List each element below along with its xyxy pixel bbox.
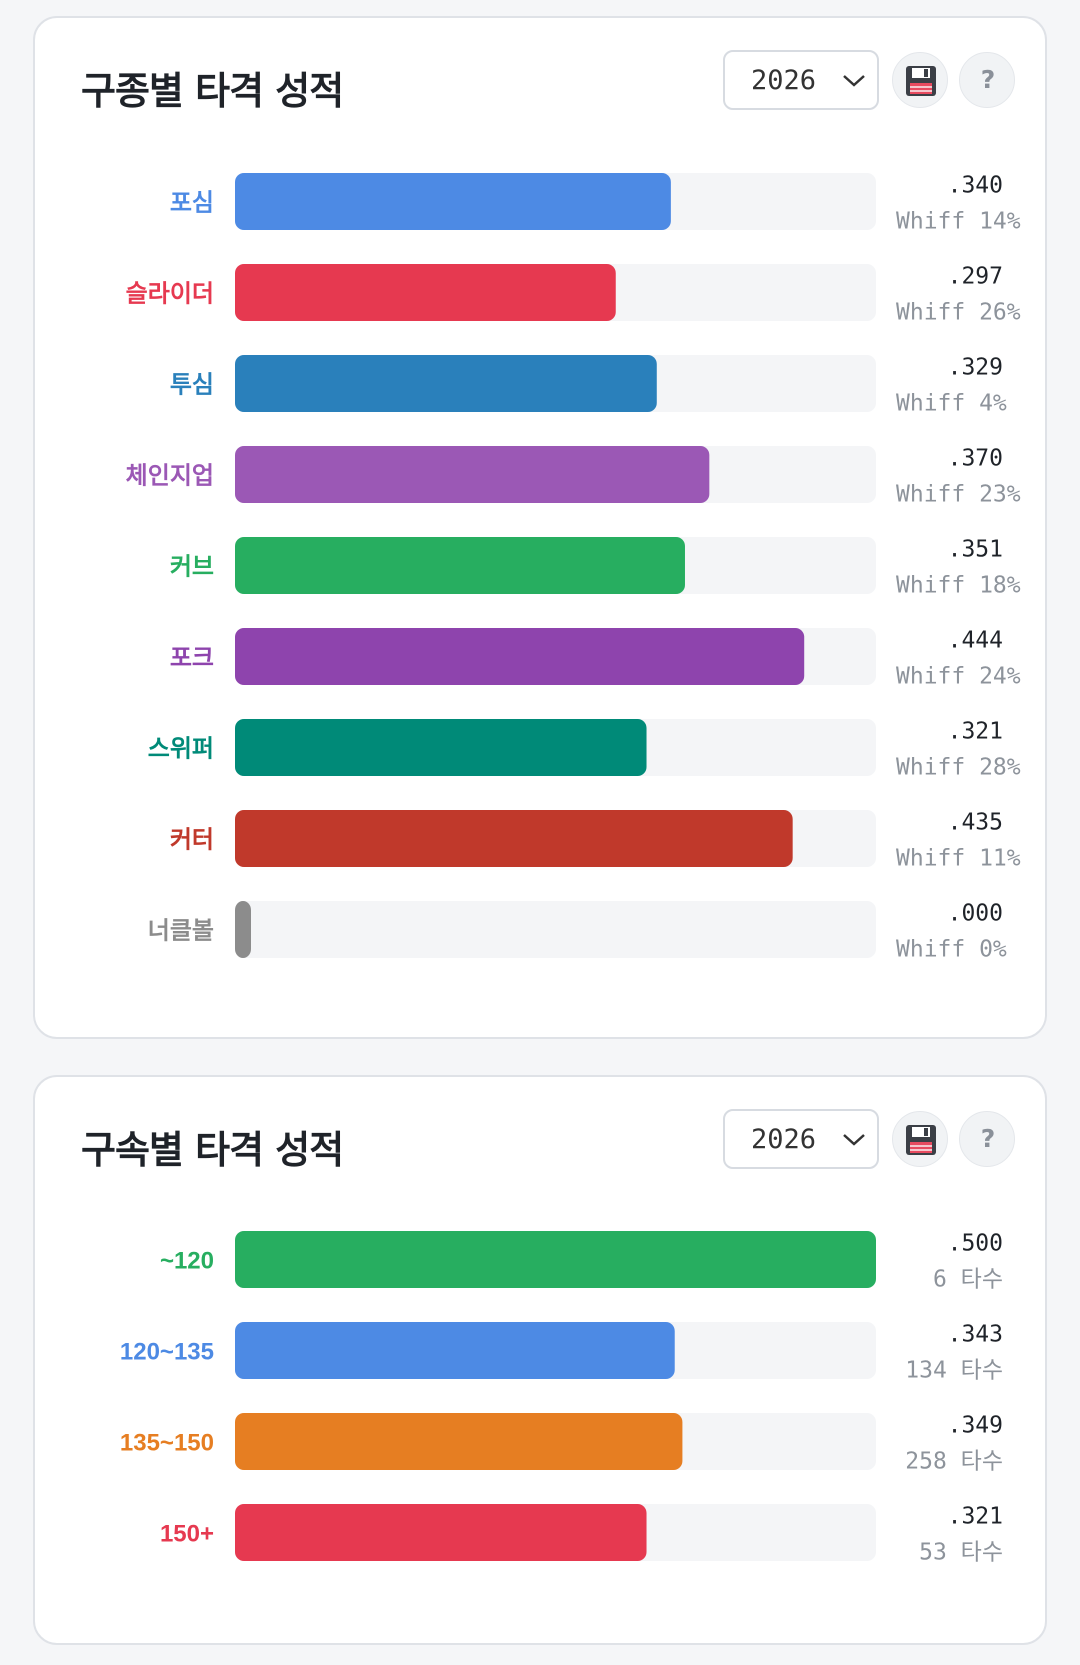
year-select-value: 2026 xyxy=(751,65,817,96)
sub-label: Whiff 0% xyxy=(896,937,1007,963)
pitch-type-bar-chart: 포심 .340 Whiff 14% 슬라이더 .297 Whiff 26% 투심 .329 Wh… xyxy=(126,173,1021,963)
category-label: 커브 xyxy=(170,554,214,581)
sub-label: 258 타수 xyxy=(905,1449,1003,1475)
category-label: 포심 xyxy=(170,190,214,217)
floppy-disk-icon xyxy=(906,66,936,96)
bar-track xyxy=(235,901,876,958)
card-title: 구종별 타격 성적 xyxy=(81,69,344,113)
year-select[interactable]: 2026 xyxy=(723,50,879,110)
bar xyxy=(235,173,671,230)
bar-row: 포심 .340 Whiff 14% xyxy=(170,173,1021,235)
bar-row: 135~150 .349 258 타수 xyxy=(120,1413,1003,1475)
bar xyxy=(235,355,657,412)
chevron-down-icon xyxy=(843,75,865,87)
bar xyxy=(235,901,251,958)
value-label: .297 xyxy=(948,264,1003,290)
sub-label: Whiff 23% xyxy=(896,482,1021,508)
bar-row: 120~135 .343 134 타수 xyxy=(120,1322,1003,1384)
bar-row: ~120 .500 6 타수 xyxy=(160,1231,1003,1293)
bar xyxy=(235,446,710,503)
help-icon: ? xyxy=(980,65,996,94)
sub-label: 6 타수 xyxy=(933,1267,1003,1293)
help-button[interactable]: ? xyxy=(959,52,1015,108)
bar xyxy=(235,810,793,867)
value-label: .435 xyxy=(948,810,1003,836)
bar-row: 체인지업 .370 Whiff 23% xyxy=(126,446,1021,508)
year-select[interactable]: 2026 xyxy=(723,1109,879,1169)
sub-label: Whiff 24% xyxy=(896,664,1021,690)
bar xyxy=(235,537,685,594)
category-label: 135~150 xyxy=(120,1430,214,1457)
category-label: 120~135 xyxy=(120,1339,214,1366)
value-label: .351 xyxy=(948,537,1003,563)
bar xyxy=(235,1504,647,1561)
sub-label: 53 타수 xyxy=(919,1540,1003,1566)
value-label: .000 xyxy=(948,901,1003,927)
bar-row: 커브 .351 Whiff 18% xyxy=(170,537,1021,599)
pitch-type-card: 구종별 타격 성적 2026 ? 포심 .340 Whiff 14% 슬라이더 .297… xyxy=(33,16,1047,1039)
bar-row: 포크 .444 Whiff 24% xyxy=(170,628,1021,690)
bar-row: 투심 .329 Whiff 4% xyxy=(170,355,1007,417)
bar xyxy=(235,1413,683,1470)
category-label: 스위퍼 xyxy=(148,736,214,763)
sub-label: Whiff 14% xyxy=(896,209,1021,235)
bar-row: 커터 .435 Whiff 11% xyxy=(170,810,1021,872)
category-label: 슬라이더 xyxy=(126,281,214,308)
card-title: 구속별 타격 성적 xyxy=(81,1128,344,1172)
bar xyxy=(235,1322,675,1379)
bar-row: 스위퍼 .321 Whiff 28% xyxy=(148,719,1021,781)
sub-label: Whiff 28% xyxy=(896,755,1021,781)
floppy-disk-icon xyxy=(906,1125,936,1155)
category-label: 커터 xyxy=(170,827,214,854)
category-label: 너클볼 xyxy=(148,918,214,945)
save-button[interactable] xyxy=(892,1111,948,1167)
help-button[interactable]: ? xyxy=(959,1111,1015,1167)
sub-label: Whiff 4% xyxy=(896,391,1007,417)
chevron-down-icon xyxy=(843,1134,865,1146)
bar xyxy=(235,1231,876,1288)
sub-label: Whiff 26% xyxy=(896,300,1021,326)
value-label: .370 xyxy=(948,446,1003,472)
bar xyxy=(235,628,805,685)
velocity-bar-chart: ~120 .500 6 타수 120~135 .343 134 타수 135~150 .349… xyxy=(120,1231,1003,1566)
category-label: 투심 xyxy=(170,372,214,399)
category-label: 체인지업 xyxy=(126,463,214,490)
bar-row: 너클볼 .000 Whiff 0% xyxy=(148,901,1007,963)
year-select-value: 2026 xyxy=(751,1124,817,1155)
bar xyxy=(235,719,647,776)
value-label: .444 xyxy=(948,628,1003,654)
bar-row: 150+ .321 53 타수 xyxy=(160,1504,1003,1566)
velocity-card: 구속별 타격 성적 2026 ? ~120 .500 6 타수 120~135 .343… xyxy=(33,1075,1047,1645)
category-label: 포크 xyxy=(170,645,214,672)
value-label: .343 xyxy=(948,1322,1003,1348)
bar xyxy=(235,264,616,321)
value-label: .500 xyxy=(948,1231,1003,1257)
category-label: 150+ xyxy=(160,1521,214,1548)
help-icon: ? xyxy=(980,1124,996,1153)
bar-row: 슬라이더 .297 Whiff 26% xyxy=(126,264,1021,326)
sub-label: Whiff 18% xyxy=(896,573,1021,599)
sub-label: Whiff 11% xyxy=(896,846,1021,872)
value-label: .321 xyxy=(948,1504,1003,1530)
value-label: .329 xyxy=(948,355,1003,381)
category-label: ~120 xyxy=(160,1248,214,1275)
value-label: .321 xyxy=(948,719,1003,745)
value-label: .349 xyxy=(948,1413,1003,1439)
value-label: .340 xyxy=(948,173,1003,199)
save-button[interactable] xyxy=(892,52,948,108)
sub-label: 134 타수 xyxy=(905,1358,1003,1384)
